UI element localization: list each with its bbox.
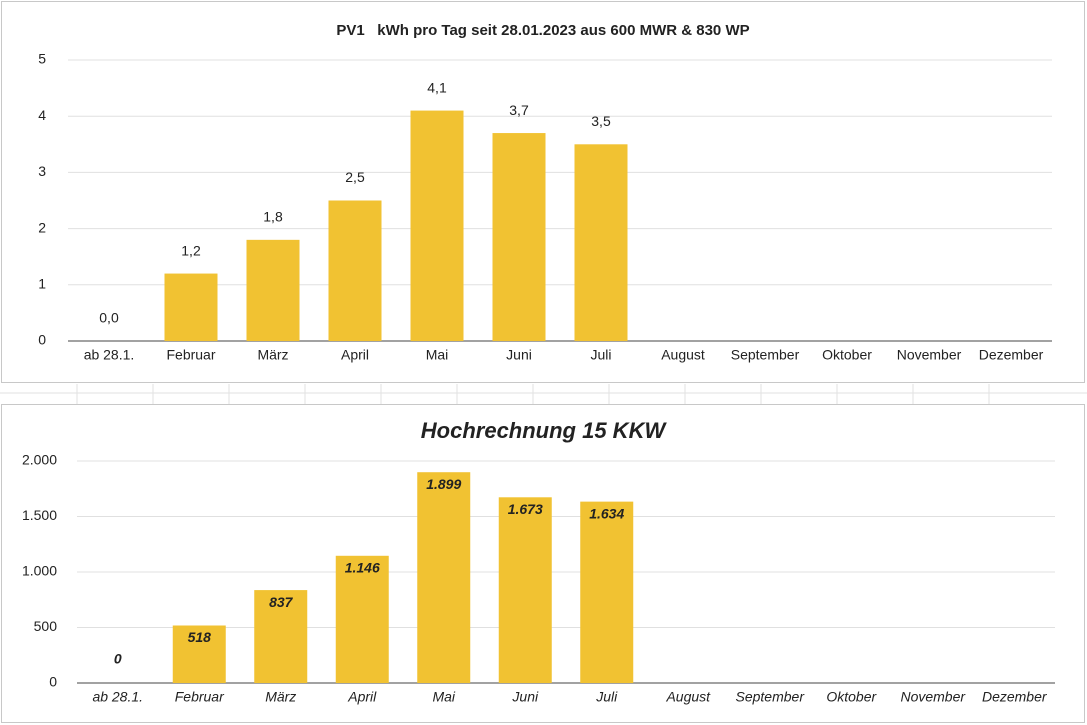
x-tick-label: November xyxy=(897,347,962,363)
y-tick-label: 2.000 xyxy=(22,452,57,468)
chart-title: PV1 kWh pro Tag seit 28.01.2023 aus 600 … xyxy=(336,22,749,39)
value-label: 0 xyxy=(114,651,122,667)
y-tick-label: 500 xyxy=(34,618,58,634)
y-tick-label: 4 xyxy=(38,107,46,123)
x-tick-label: Mai xyxy=(426,347,449,363)
bar xyxy=(328,200,382,341)
x-tick-label: Dezember xyxy=(979,347,1044,363)
x-tick-label: November xyxy=(900,689,966,705)
x-tick-label: September xyxy=(736,689,806,705)
bar xyxy=(172,625,226,683)
value-label: 3,7 xyxy=(509,102,529,118)
y-tick-label: 2 xyxy=(38,219,46,235)
bar xyxy=(498,497,552,683)
value-label: 1.634 xyxy=(589,505,624,521)
x-tick-label: März xyxy=(265,689,296,705)
x-tick-label: Juni xyxy=(511,689,539,705)
x-tick-label: Oktober xyxy=(822,347,872,363)
bar xyxy=(574,144,628,341)
x-tick-label: August xyxy=(665,689,711,705)
x-tick-label: Februar xyxy=(166,347,215,363)
y-tick-label: 3 xyxy=(38,163,46,179)
value-label: 1,2 xyxy=(181,242,201,258)
x-tick-label: ab 28.1. xyxy=(92,689,143,705)
bar xyxy=(254,590,308,683)
x-tick-label: Juli xyxy=(590,347,611,363)
x-tick-label: Oktober xyxy=(826,689,877,705)
value-label: 1.673 xyxy=(508,501,543,517)
y-tick-label: 1 xyxy=(38,276,46,292)
value-label: 4,1 xyxy=(427,79,447,95)
value-label: 0,0 xyxy=(99,310,119,326)
x-tick-label: Dezember xyxy=(982,689,1048,705)
bar xyxy=(410,110,464,341)
x-tick-label: ab 28.1. xyxy=(84,347,135,363)
value-label: 518 xyxy=(188,629,212,645)
x-tick-label: April xyxy=(341,347,369,363)
x-tick-label: Februar xyxy=(175,689,225,705)
value-label: 3,5 xyxy=(591,113,611,129)
bar xyxy=(417,472,471,683)
chart-title: Hochrechnung 15 KKW xyxy=(421,418,668,443)
value-label: 837 xyxy=(269,594,294,610)
value-label: 2,5 xyxy=(345,169,365,185)
x-tick-label: April xyxy=(347,689,377,705)
bar xyxy=(246,239,300,341)
x-tick-label: Juni xyxy=(506,347,532,363)
bar xyxy=(492,133,546,341)
y-tick-label: 0 xyxy=(49,674,57,690)
value-label: 1,8 xyxy=(263,209,283,225)
y-tick-label: 1.500 xyxy=(22,507,57,523)
x-tick-label: März xyxy=(257,347,288,363)
x-tick-label: Juli xyxy=(595,689,618,705)
sheet-lines xyxy=(0,384,1087,404)
x-tick-label: September xyxy=(731,347,800,363)
value-label: 1.146 xyxy=(345,559,380,575)
y-tick-label: 0 xyxy=(38,332,46,348)
y-tick-label: 1.000 xyxy=(22,563,57,579)
x-tick-label: Mai xyxy=(432,689,455,705)
y-tick-label: 5 xyxy=(38,51,46,67)
bar xyxy=(335,555,389,683)
bar xyxy=(580,501,634,683)
bar xyxy=(164,273,218,341)
value-label: 1.899 xyxy=(426,476,461,492)
x-tick-label: August xyxy=(661,347,705,363)
